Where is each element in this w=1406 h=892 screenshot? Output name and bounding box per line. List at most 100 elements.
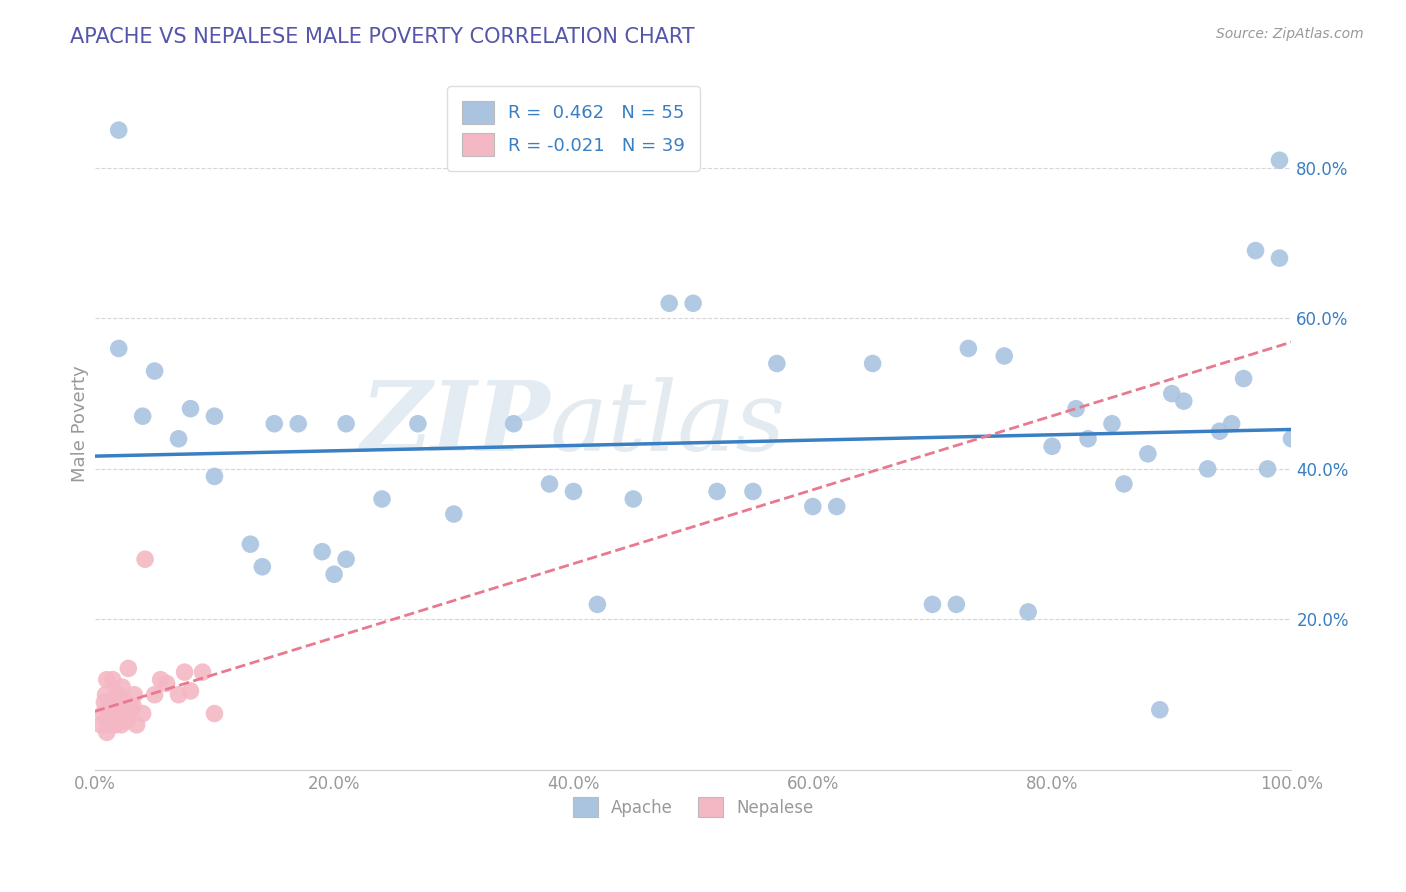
Point xyxy=(114,695,136,709)
Point xyxy=(1244,244,1267,258)
Point xyxy=(1064,401,1087,416)
Point xyxy=(134,552,156,566)
Point xyxy=(101,710,124,724)
Point xyxy=(94,688,117,702)
Text: APACHE VS NEPALESE MALE POVERTY CORRELATION CHART: APACHE VS NEPALESE MALE POVERTY CORRELAT… xyxy=(70,27,695,46)
Point xyxy=(91,706,114,721)
Point xyxy=(107,703,129,717)
Point xyxy=(155,676,177,690)
Point xyxy=(103,698,125,713)
Point xyxy=(1232,371,1254,385)
Point xyxy=(406,417,429,431)
Point xyxy=(862,357,884,371)
Point xyxy=(1040,439,1063,453)
Point xyxy=(335,552,357,566)
Point xyxy=(143,688,166,702)
Point xyxy=(287,417,309,431)
Point xyxy=(143,364,166,378)
Point xyxy=(538,477,561,491)
Point xyxy=(107,714,129,728)
Point xyxy=(125,718,148,732)
Point xyxy=(120,703,142,717)
Point xyxy=(180,401,202,416)
Point xyxy=(204,469,226,483)
Text: atlas: atlas xyxy=(550,376,786,471)
Point xyxy=(1173,394,1195,409)
Point xyxy=(98,706,121,721)
Point xyxy=(110,718,132,732)
Point xyxy=(115,714,138,728)
Point xyxy=(335,417,357,431)
Point xyxy=(167,688,190,702)
Point xyxy=(1112,477,1135,491)
Point xyxy=(1197,462,1219,476)
Point xyxy=(167,432,190,446)
Point xyxy=(107,123,129,137)
Y-axis label: Male Poverty: Male Poverty xyxy=(72,366,89,482)
Point xyxy=(1160,386,1182,401)
Point xyxy=(682,296,704,310)
Point xyxy=(766,357,789,371)
Point xyxy=(104,718,127,732)
Point xyxy=(101,673,124,687)
Point xyxy=(96,714,118,728)
Point xyxy=(323,567,346,582)
Point xyxy=(180,684,202,698)
Point xyxy=(239,537,262,551)
Text: ZIP: ZIP xyxy=(360,376,550,471)
Point xyxy=(443,507,465,521)
Point xyxy=(371,491,394,506)
Point xyxy=(1136,447,1159,461)
Point xyxy=(117,661,139,675)
Point xyxy=(149,673,172,687)
Point xyxy=(204,409,226,424)
Point xyxy=(1281,432,1303,446)
Point xyxy=(96,725,118,739)
Point xyxy=(204,706,226,721)
Point xyxy=(801,500,824,514)
Point xyxy=(621,491,644,506)
Point xyxy=(131,409,153,424)
Point xyxy=(90,718,112,732)
Point xyxy=(93,695,115,709)
Point xyxy=(658,296,681,310)
Point xyxy=(1268,251,1291,265)
Point xyxy=(98,695,121,709)
Point xyxy=(945,598,967,612)
Point xyxy=(1220,417,1243,431)
Point xyxy=(105,688,128,702)
Point xyxy=(921,598,943,612)
Point xyxy=(825,500,848,514)
Point xyxy=(311,544,333,558)
Point xyxy=(742,484,765,499)
Point xyxy=(1208,424,1230,438)
Point xyxy=(502,417,524,431)
Point xyxy=(1101,417,1123,431)
Point xyxy=(1268,153,1291,168)
Point xyxy=(586,598,609,612)
Point xyxy=(252,559,274,574)
Point xyxy=(108,710,131,724)
Point xyxy=(1257,462,1279,476)
Point xyxy=(1149,703,1171,717)
Point xyxy=(1077,432,1099,446)
Point xyxy=(124,688,146,702)
Point xyxy=(98,718,121,732)
Text: Source: ZipAtlas.com: Source: ZipAtlas.com xyxy=(1216,27,1364,41)
Point xyxy=(111,680,134,694)
Point xyxy=(191,665,214,680)
Point xyxy=(114,706,136,721)
Point xyxy=(107,342,129,356)
Point xyxy=(562,484,585,499)
Point xyxy=(122,698,145,713)
Point xyxy=(173,665,195,680)
Point xyxy=(131,706,153,721)
Point xyxy=(993,349,1015,363)
Point xyxy=(706,484,728,499)
Point xyxy=(1017,605,1039,619)
Point xyxy=(107,688,129,702)
Point xyxy=(96,673,118,687)
Point xyxy=(263,417,285,431)
Legend: Apache, Nepalese: Apache, Nepalese xyxy=(567,790,820,824)
Point xyxy=(957,342,980,356)
